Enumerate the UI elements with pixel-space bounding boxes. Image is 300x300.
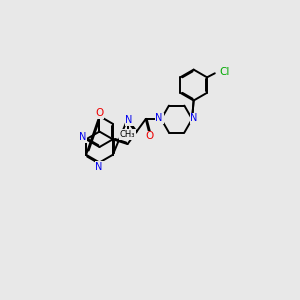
Text: CH₃: CH₃ (120, 130, 135, 139)
Text: O: O (145, 131, 153, 141)
Text: N: N (155, 113, 163, 124)
Text: Cl: Cl (220, 67, 230, 76)
Text: N: N (95, 162, 103, 172)
Text: N: N (190, 113, 198, 124)
Text: N: N (125, 115, 133, 125)
Text: N: N (79, 132, 86, 142)
Text: O: O (95, 108, 104, 118)
